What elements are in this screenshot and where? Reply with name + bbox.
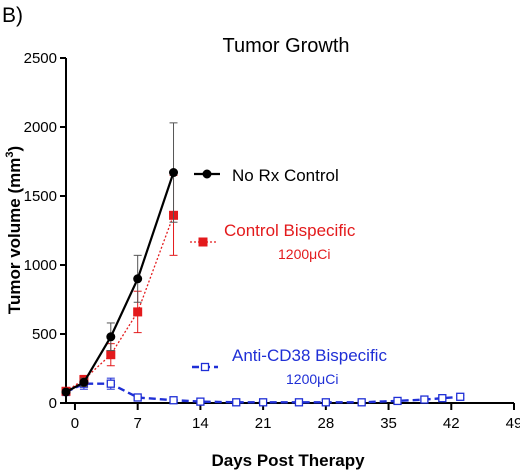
data-point bbox=[357, 398, 366, 407]
legend-label: No Rx Control bbox=[232, 166, 339, 185]
x-tick-label: 0 bbox=[71, 415, 79, 432]
data-point bbox=[321, 398, 330, 407]
chart-title: Tumor Growth bbox=[222, 35, 349, 57]
data-point bbox=[438, 394, 447, 403]
legend-marker bbox=[200, 362, 210, 372]
x-axis-label: Days Post Therapy bbox=[211, 451, 365, 470]
data-point bbox=[196, 397, 205, 406]
data-marks bbox=[61, 122, 465, 407]
data-point bbox=[232, 398, 241, 407]
data-point bbox=[106, 332, 116, 342]
data-point bbox=[61, 387, 71, 397]
data-point bbox=[133, 307, 143, 317]
series-anti-cd38-bispecific bbox=[61, 377, 465, 407]
legend-item-no-rx-control: No Rx Control bbox=[194, 166, 339, 185]
x-tick-label: 14 bbox=[192, 415, 209, 432]
legend-label: Anti-CD38 Bispecific bbox=[232, 346, 387, 365]
y-axis-label-main: Tumor volume (mm bbox=[5, 158, 24, 314]
series-line bbox=[65, 172, 175, 393]
panel-label: B) bbox=[2, 4, 23, 27]
data-point bbox=[169, 168, 179, 178]
series-control-bispecific bbox=[61, 174, 179, 396]
data-point bbox=[106, 379, 115, 388]
x-tick-label: 35 bbox=[380, 415, 397, 432]
series-line bbox=[65, 215, 175, 392]
y-tick-label: 0 bbox=[49, 395, 57, 412]
data-point bbox=[456, 392, 465, 401]
data-point bbox=[169, 396, 178, 405]
data-point bbox=[133, 393, 142, 402]
axes: 0 500 1000 1500 2000 2500 0 7 14 21 28 35 42 49 bbox=[24, 50, 520, 432]
series-no-rx-control bbox=[61, 122, 179, 397]
legend-item-anti-cd38-bispecific: Anti-CD38 Bispecific 1200μCi bbox=[192, 346, 387, 387]
y-tick-label: 2000 bbox=[24, 119, 57, 136]
y-tick-label: 1500 bbox=[24, 188, 57, 205]
y-tick-label: 500 bbox=[32, 326, 57, 343]
legend-marker bbox=[202, 169, 212, 179]
data-point bbox=[420, 395, 429, 404]
legend-label: Control Bispecific bbox=[224, 221, 356, 240]
y-axis-label: Tumor volume (mm3) bbox=[4, 146, 24, 314]
data-point bbox=[294, 398, 304, 407]
x-tick-label: 21 bbox=[255, 415, 272, 432]
x-tick-label: 49 bbox=[506, 415, 520, 432]
data-point bbox=[393, 396, 402, 406]
y-axis-label-superscript: 3 bbox=[4, 152, 16, 158]
x-tick-label: 42 bbox=[443, 415, 460, 432]
data-point bbox=[79, 377, 89, 387]
x-tick-label: 7 bbox=[134, 415, 142, 432]
y-tick-label: 2500 bbox=[24, 50, 57, 67]
x-tick-label: 28 bbox=[317, 415, 334, 432]
data-point bbox=[106, 350, 116, 360]
y-axis-label-close: ) bbox=[5, 146, 24, 152]
legend-sublabel: 1200μCi bbox=[286, 371, 338, 387]
y-tick-label: 1000 bbox=[24, 257, 57, 274]
legend-item-control-bispecific: Control Bispecific 1200μCi bbox=[190, 221, 356, 262]
data-point bbox=[258, 398, 268, 407]
data-point bbox=[133, 274, 143, 284]
legend-sublabel: 1200μCi bbox=[278, 246, 330, 262]
legend-marker bbox=[198, 237, 208, 247]
